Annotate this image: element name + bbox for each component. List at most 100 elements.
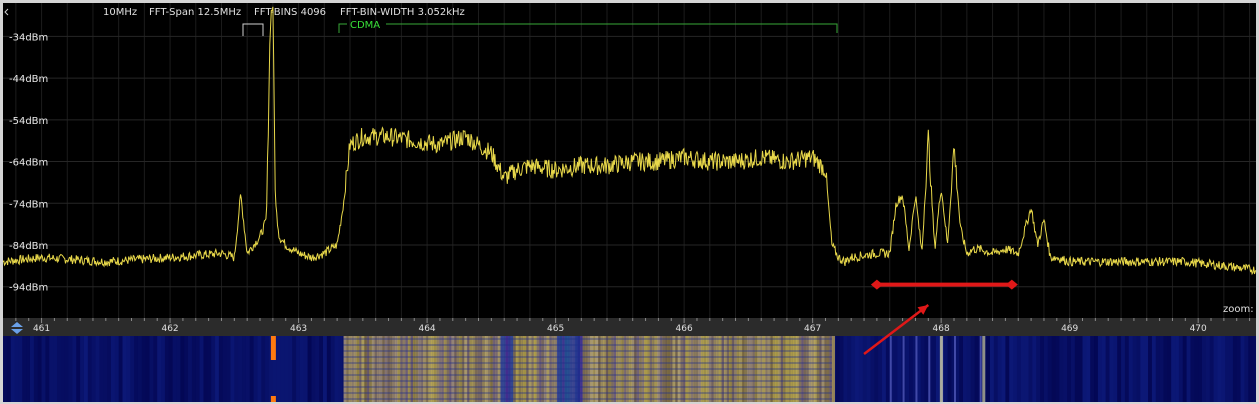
y-tick-label: -84dBm [9, 241, 48, 252]
waterfall-band-column [803, 336, 807, 402]
waterfall-band-column [747, 336, 751, 402]
waterfall-column [1005, 336, 1010, 402]
waterfall-column [1236, 336, 1242, 402]
waterfall-band-column [374, 336, 378, 402]
waterfall-column [91, 336, 97, 402]
waterfall-band-column [572, 336, 576, 402]
waterfall-band-column [487, 336, 491, 402]
waterfall-column [1128, 336, 1134, 402]
waterfall-column [284, 336, 289, 402]
waterfall-band-column [623, 336, 627, 402]
waterfall-band-column [608, 336, 612, 402]
waterfall-band-column [700, 336, 704, 402]
waterfall-band-column [785, 336, 789, 402]
waterfall-carrier-line [270, 396, 276, 402]
waterfall-column [885, 336, 891, 402]
waterfall-column [176, 336, 181, 402]
waterfall-column [1086, 336, 1091, 402]
waterfall-band-column [741, 336, 746, 402]
waterfall-band-column [551, 336, 555, 402]
waterfall-column [41, 336, 46, 402]
y-tick-label: -54dBm [9, 116, 48, 127]
waterfall-band-column [469, 336, 473, 402]
waterfall-column [1186, 336, 1191, 402]
waterfall-band-column [343, 336, 347, 402]
waterfall-column [1163, 336, 1168, 402]
waterfall-column [1182, 336, 1188, 402]
waterfall-band-column [793, 336, 797, 402]
waterfall-column [858, 336, 864, 402]
waterfall-column [970, 336, 976, 402]
waterfall-column [916, 336, 922, 402]
waterfall-band-column [765, 336, 769, 402]
band-marker-label: CDMA [350, 20, 380, 31]
waterfall-band-column [631, 336, 635, 402]
waterfall-column [1159, 336, 1164, 402]
waterfall-column [80, 336, 85, 402]
waterfall-column [207, 336, 212, 402]
waterfall-column [1067, 336, 1072, 402]
waterfall-band-column [515, 336, 519, 402]
waterfall-band-column [675, 336, 679, 402]
waterfall-band-column [410, 336, 414, 402]
spectrum-plot[interactable]: -34dBm -44dBm -54dBm -64dBm -74dBm -84dBm -94d… [3, 3, 1256, 318]
waterfall-band-column [788, 336, 792, 402]
waterfall-band-column [590, 336, 594, 402]
zoom-scroll-icon[interactable] [8, 320, 26, 334]
waterfall-row-texture [343, 398, 832, 400]
waterfall-column [1171, 336, 1176, 402]
waterfall-band-column [703, 336, 707, 402]
waterfall-band-column [780, 336, 784, 402]
waterfall-band-column [636, 336, 640, 402]
waterfall-band-column [616, 336, 620, 402]
waterfall-band-column [813, 336, 817, 402]
waterfall-column [1244, 336, 1249, 402]
waterfall-column [1090, 336, 1095, 402]
waterfall-row-texture [343, 338, 832, 340]
waterfall-column [835, 336, 841, 402]
waterfall-column [288, 336, 293, 402]
waterfall-band-column [816, 336, 820, 402]
waterfall-band-column [664, 336, 668, 402]
waterfall-band-column [726, 336, 730, 402]
waterfall-column [947, 336, 952, 402]
waterfall-band-column [829, 336, 833, 402]
waterfall-column [110, 336, 116, 402]
waterfall-column [1016, 336, 1022, 402]
waterfall-column [1082, 336, 1087, 402]
waterfall-column [215, 336, 220, 402]
waterfall-column [912, 336, 918, 402]
waterfall-column [1148, 336, 1153, 402]
waterfall-band-column [433, 336, 437, 402]
waterfall-band-column [767, 336, 771, 402]
waterfall-column [87, 336, 93, 402]
waterfall-band-column [358, 336, 363, 402]
waterfall-band-column [353, 336, 357, 402]
waterfall-band-column [759, 336, 764, 402]
waterfall-column [1070, 336, 1076, 402]
x-tick-label: 466 [676, 324, 693, 334]
waterfall-band-column [592, 336, 596, 402]
waterfall-column [1032, 336, 1037, 402]
waterfall-band-column [531, 336, 535, 402]
waterfall-spur-line [939, 336, 943, 402]
waterfall-band-column [821, 336, 825, 402]
waterfall-band-column [806, 336, 810, 402]
waterfall-column [955, 336, 960, 402]
waterfall-band-column [754, 336, 758, 402]
waterfall-row-texture [343, 374, 832, 376]
waterfall-column [3, 336, 8, 402]
waterfall-band-column [752, 336, 756, 402]
waterfall-column [1229, 336, 1234, 402]
waterfall-band-column [464, 336, 468, 402]
waterfall-band-column [734, 336, 738, 402]
waterfall-band-column [824, 336, 828, 402]
x-tick-label: 464 [418, 324, 435, 334]
waterfall-band-column [541, 336, 545, 402]
waterfall-band-column [523, 336, 527, 402]
waterfall-band-column [389, 336, 393, 402]
waterfall-band-column [502, 336, 506, 402]
waterfall-column [1198, 336, 1203, 402]
waterfall-band-column [420, 336, 424, 402]
waterfall-band-column [598, 336, 602, 402]
